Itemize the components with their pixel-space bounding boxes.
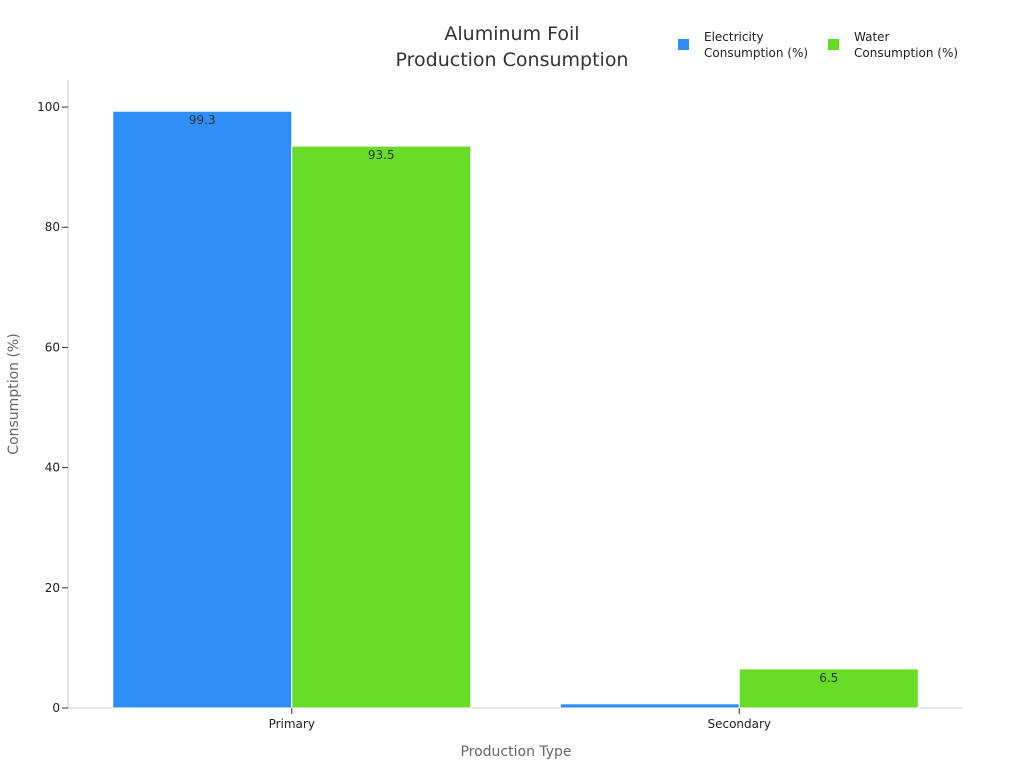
y-axis-ticks: 0 20 40 60 80 100 [37,100,68,715]
y-tick-label: 40 [45,461,60,475]
y-tick-label: 80 [45,220,60,234]
legend-swatch-electricity [678,39,689,50]
data-labels: 99.3 93.5 6.5 [189,113,838,685]
y-tick-label: 60 [45,340,60,354]
x-tick-label: Secondary [707,717,771,731]
bars [112,110,919,709]
data-label: 99.3 [189,113,216,127]
legend: Electricity Consumption (%) Water Consum… [678,30,958,60]
chart-title-line-2: Production Consumption [396,49,629,71]
legend-label-electricity-line-2: Consumption (%) [704,46,808,60]
legend-label-water-line-2: Consumption (%) [854,46,958,60]
chart-title: Aluminum Foil Production Consumption [396,23,629,71]
y-tick-label: 20 [45,581,60,595]
bar [112,110,293,709]
legend-label-water-line-1: Water [854,30,890,44]
y-axis-label: Consumption (%) [6,333,22,454]
legend-label-electricity-line-1: Electricity [704,30,764,44]
x-axis-label: Production Type [460,744,571,760]
chart-title-line-1: Aluminum Foil [444,23,579,45]
x-tick-label: Primary [269,717,315,731]
bar [559,703,740,709]
bar [291,145,472,709]
data-label: 93.5 [368,148,395,162]
y-tick-label: 100 [37,100,60,114]
legend-swatch-water [828,39,839,50]
bar [738,668,919,709]
data-label: 6.5 [819,671,838,685]
x-axis-ticks: Primary Secondary [269,708,771,731]
y-tick-label: 0 [52,701,60,715]
